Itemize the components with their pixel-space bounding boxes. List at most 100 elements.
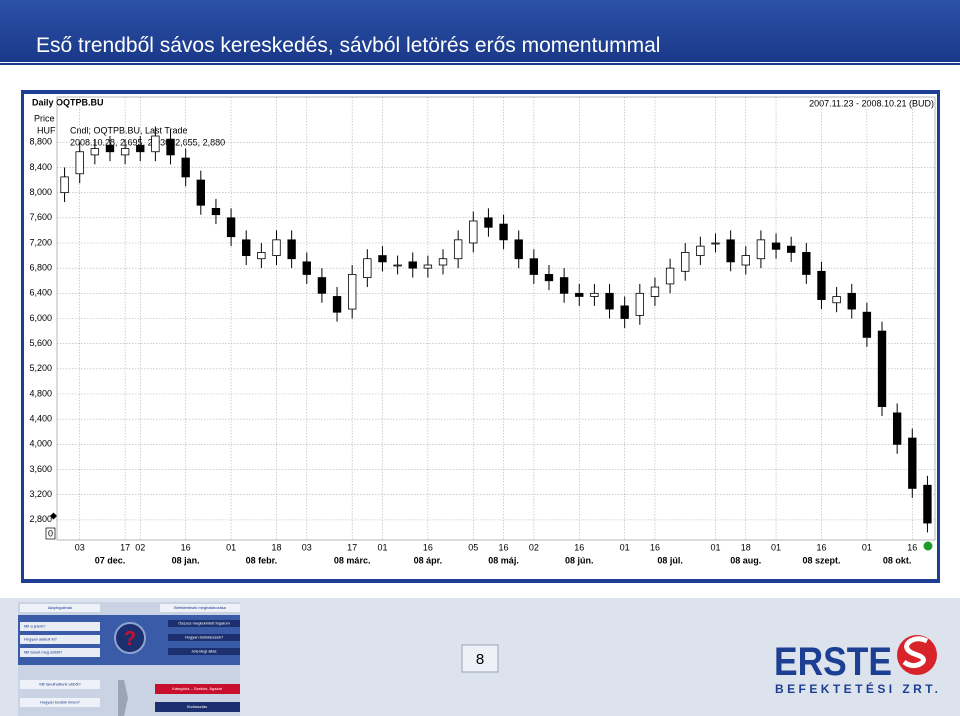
- candle-body: [802, 252, 811, 275]
- nav-button[interactable]: [20, 635, 100, 644]
- corner-label: 0: [48, 528, 53, 538]
- x-tick-label: 01: [771, 542, 781, 552]
- nav-button-text: Mit tanulhattunk ebből?: [39, 682, 81, 687]
- help-glyph: ?: [124, 628, 136, 650]
- status-dot: [923, 541, 933, 551]
- y-tick-label: 5,600: [29, 338, 52, 348]
- nav-button[interactable]: [168, 648, 240, 655]
- y-axis-label: Price: [34, 113, 55, 123]
- candle-body: [681, 252, 690, 272]
- candle-body: [559, 277, 569, 294]
- slide-title: Eső trendből sávos kereskedés, sávból le…: [36, 34, 660, 57]
- x-tick-label: 17: [347, 542, 357, 552]
- nav-header-text: Alapfogalmak: [48, 605, 72, 610]
- candle-body: [196, 179, 205, 206]
- x-tick-label: 17: [120, 542, 130, 552]
- chart-title: Daily OQTPB.BU: [32, 97, 104, 107]
- x-tick-label: 03: [302, 542, 312, 552]
- corner-box: [45, 527, 56, 540]
- y-axis-unit: HUF: [37, 125, 56, 135]
- x-tick-label: 16: [574, 542, 584, 552]
- nav-button[interactable]: [155, 702, 240, 712]
- x-tick-label: 16: [423, 542, 433, 552]
- candle-body: [378, 255, 387, 263]
- candle-body: [756, 239, 766, 260]
- chart: Daily OQTPB.BU Price HUF Cndl; OQTPB.BU,…: [29, 96, 936, 565]
- nav-button[interactable]: [168, 634, 240, 641]
- candle-body: [726, 239, 735, 263]
- candle-body: [136, 145, 145, 153]
- candle-body: [544, 274, 554, 282]
- x-tick-label: 16: [499, 542, 509, 552]
- candle-body: [408, 261, 417, 269]
- y-tick-label: 6,400: [29, 288, 52, 298]
- y-tick-label: 4,800: [29, 388, 52, 398]
- candle-body: [469, 220, 478, 244]
- nav-header[interactable]: [20, 604, 100, 612]
- nav-button-text: Hogyan tovább innen?: [40, 700, 81, 705]
- candle-body: [302, 261, 311, 275]
- candle-body: [242, 239, 251, 256]
- month-label: 08 júl.: [657, 555, 683, 565]
- nav-button-text: Összes megtekintett fogalom: [178, 621, 230, 626]
- x-tick-label: 01: [710, 542, 720, 552]
- nav-button[interactable]: [20, 680, 100, 689]
- candle-body: [257, 252, 266, 260]
- date-range: 2007.11.23 - 2008.10.21 (BUD): [809, 98, 934, 108]
- month-label: 08 jún.: [565, 555, 594, 565]
- candle-body: [317, 277, 327, 294]
- x-tick-label: 18: [271, 542, 281, 552]
- nav-button-text: Kategória – Szektor, Ágazat: [172, 686, 222, 691]
- x-tick-label: 16: [816, 542, 826, 552]
- nav-button[interactable]: [168, 620, 240, 627]
- month-label: 08 ápr.: [414, 555, 443, 565]
- legend: Cndl; OQTPB.BU, Last Trade: [70, 125, 188, 135]
- month-label: 08 márc.: [334, 555, 371, 565]
- help-icon[interactable]: [114, 622, 146, 654]
- x-tick-label: 16: [907, 542, 917, 552]
- candle-body: [423, 264, 433, 269]
- nav-button-text: Hogyan alakult ki?: [24, 637, 57, 642]
- month-label: 08 aug.: [730, 555, 761, 565]
- month-label: 08 febr.: [246, 555, 278, 565]
- x-tick-label: 01: [862, 542, 872, 552]
- nav-header[interactable]: [160, 604, 240, 612]
- x-tick-label: 03: [75, 542, 85, 552]
- nav-button[interactable]: [20, 648, 100, 657]
- x-tick-label: 02: [135, 542, 145, 552]
- candle-body: [590, 292, 599, 297]
- candle-body: [453, 239, 463, 260]
- logo-subtitle: BEFEKTETÉSI ZRT.: [775, 681, 938, 696]
- y-tick-label: 8,000: [29, 187, 52, 197]
- nav-button[interactable]: [20, 698, 100, 707]
- nav-button[interactable]: [20, 622, 100, 631]
- candle-body: [438, 258, 448, 266]
- candle-body: [575, 292, 584, 297]
- y-tick-label: 5,200: [29, 363, 52, 373]
- candle-body: [211, 207, 221, 216]
- x-tick-label: 16: [650, 542, 660, 552]
- x-tick-label: 01: [226, 542, 236, 552]
- candle-body: [166, 138, 175, 156]
- page-number: 8: [476, 651, 484, 668]
- month-label: 08 máj.: [488, 555, 519, 565]
- nav-button-text: Hogyan befektessek?: [185, 635, 224, 640]
- candle-body: [120, 148, 130, 156]
- candle-body: [529, 258, 539, 275]
- page-number-box: [461, 644, 499, 673]
- nav-panel: Alapfogalmak Befektetések meghatározása …: [18, 602, 240, 716]
- candle-body: [514, 239, 523, 260]
- candle-body: [711, 242, 720, 245]
- nav-button[interactable]: [155, 684, 240, 694]
- candle-body: [499, 223, 508, 241]
- month-label: 07 dec.: [95, 555, 126, 565]
- logo-s: [902, 636, 929, 669]
- y-tick-label: 6,800: [29, 263, 52, 273]
- x-tick-label: 02: [529, 542, 539, 552]
- x-tick-label: 01: [620, 542, 630, 552]
- nav-button-text: Kiválasztás: [187, 704, 207, 709]
- logo-name: ERSTE: [774, 640, 892, 684]
- candle-body: [847, 292, 856, 310]
- nav-button-text: Mit tanult meg ebből?: [24, 650, 63, 655]
